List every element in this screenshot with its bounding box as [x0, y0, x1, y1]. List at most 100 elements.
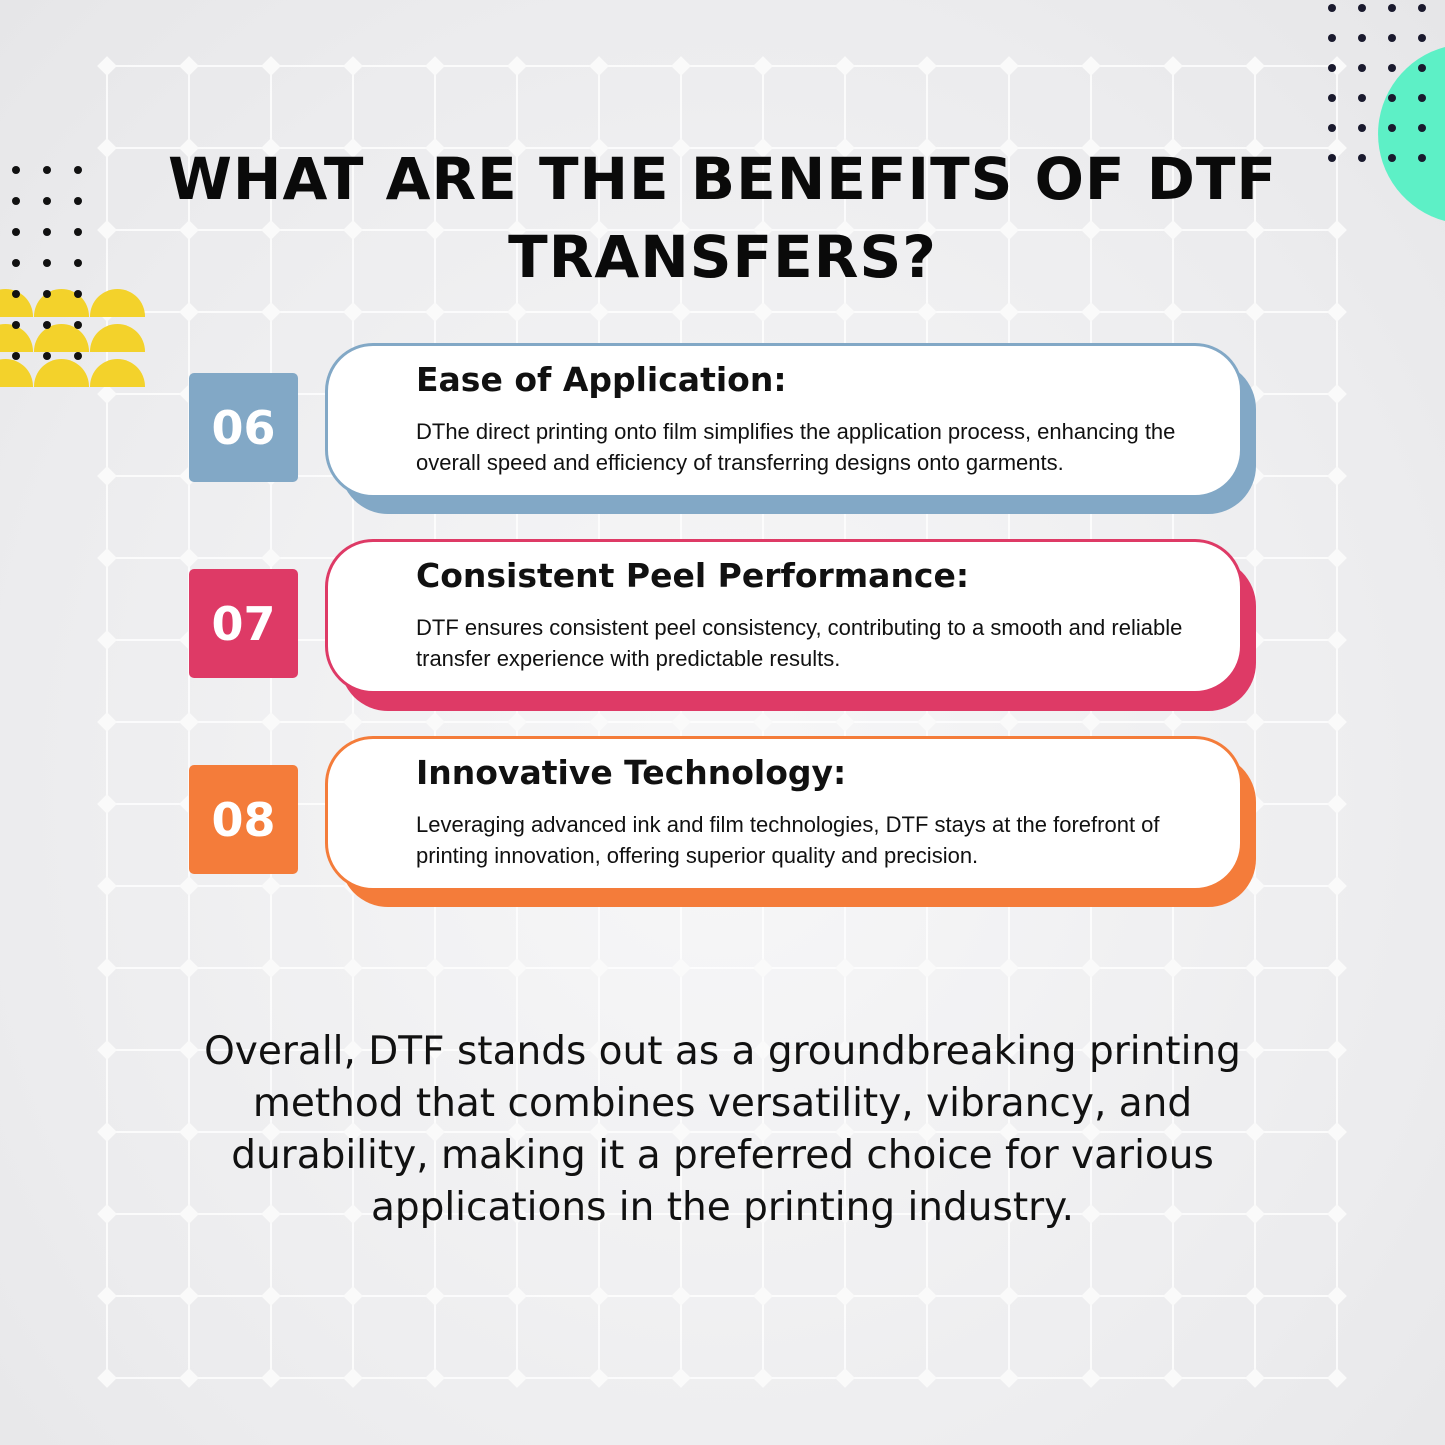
dot-decoration: [12, 352, 20, 360]
grid-diamond: [1081, 1368, 1101, 1388]
grid-diamond: [425, 1040, 445, 1060]
grid-diamond: [1163, 56, 1183, 76]
grid-diamond: [179, 138, 199, 158]
dot-decoration: [43, 352, 51, 360]
grid-diamond: [97, 1122, 117, 1142]
grid-diamond: [835, 1040, 855, 1060]
benefit-heading: Ease of Application:: [416, 360, 787, 399]
dot-decoration: [1358, 154, 1366, 162]
grid-diamond: [97, 794, 117, 814]
grid-diamond: [1245, 1204, 1265, 1224]
grid-diamond: [671, 1204, 691, 1224]
dot-decoration: [12, 228, 20, 236]
grid-diamond: [671, 1368, 691, 1388]
grid-diamond: [261, 712, 281, 732]
grid-diamond: [753, 712, 773, 732]
grid-diamond: [835, 1204, 855, 1224]
grid-diamond: [1081, 1204, 1101, 1224]
grid-diamond: [999, 1040, 1019, 1060]
grid-diamond: [917, 712, 937, 732]
dot-decoration: [1358, 64, 1366, 72]
grid-diamond: [97, 138, 117, 158]
grid-diamond: [835, 712, 855, 732]
grid-diamond: [1327, 1040, 1347, 1060]
grid-diamond: [343, 220, 363, 240]
dot-decoration: [1328, 4, 1336, 12]
dot-decoration: [1388, 4, 1396, 12]
dot-decoration: [12, 166, 20, 174]
grid-diamond: [999, 712, 1019, 732]
grid-diamond: [179, 958, 199, 978]
grid-diamond: [97, 1204, 117, 1224]
grid-diamond: [835, 1122, 855, 1142]
grid-diamond: [261, 1368, 281, 1388]
grid-diamond: [1327, 876, 1347, 896]
dot-decoration: [1418, 64, 1426, 72]
dot-decoration: [74, 228, 82, 236]
grid-diamond: [589, 1286, 609, 1306]
grid-diamond: [179, 1122, 199, 1142]
page-title: WHAT ARE THE BENEFITS OF DTF TRANSFERS?: [167, 145, 1278, 291]
grid-diamond: [261, 56, 281, 76]
grid-diamond: [589, 1040, 609, 1060]
grid-diamond: [835, 302, 855, 322]
dot-decoration: [1418, 124, 1426, 132]
grid-diamond: [1081, 1040, 1101, 1060]
dot-decoration: [1328, 64, 1336, 72]
grid-diamond: [1245, 56, 1265, 76]
grid-diamond: [999, 1204, 1019, 1224]
grid-diamond: [1163, 1204, 1183, 1224]
grid-diamond: [97, 712, 117, 732]
grid-diamond: [1245, 1286, 1265, 1306]
grid-diamond: [999, 958, 1019, 978]
grid-diamond: [1327, 302, 1347, 322]
dot-decoration: [1358, 34, 1366, 42]
summary-text: Overall, DTF stands out as a groundbreak…: [204, 1029, 1241, 1230]
grid-diamond: [1245, 220, 1265, 240]
benefit-card: Innovative Technology: Leveraging advanc…: [325, 736, 1243, 891]
grid-diamond: [261, 548, 281, 568]
mint-circle-decoration: [1378, 47, 1445, 221]
grid-diamond: [589, 1204, 609, 1224]
dot-decoration: [12, 197, 20, 205]
dot-decoration: [1418, 34, 1426, 42]
grid-diamond: [1163, 220, 1183, 240]
dot-decoration: [43, 321, 51, 329]
benefit-text: Leveraging advanced ink and film technol…: [416, 812, 1160, 868]
grid-diamond: [1163, 1368, 1183, 1388]
dot-decoration: [1358, 124, 1366, 132]
grid-diamond: [1245, 138, 1265, 158]
grid-diamond: [1327, 1122, 1347, 1142]
grid-diamond: [1327, 712, 1347, 732]
grid-diamond: [507, 1204, 527, 1224]
grid-diamond: [999, 1286, 1019, 1306]
grid-diamond: [97, 1040, 117, 1060]
grid-diamond: [97, 1286, 117, 1306]
grid-diamond: [999, 302, 1019, 322]
grid-diamond: [671, 712, 691, 732]
grid-diamond: [1327, 1286, 1347, 1306]
grid-diamond: [425, 1122, 445, 1142]
benefit-heading: Innovative Technology:: [416, 753, 847, 792]
grid-diamond: [261, 1122, 281, 1142]
grid-diamond: [917, 56, 937, 76]
dot-decoration: [1418, 4, 1426, 12]
grid-diamond: [1245, 548, 1265, 568]
grid-diamond: [179, 548, 199, 568]
grid-diamond: [343, 712, 363, 732]
grid-diamond: [753, 1368, 773, 1388]
grid-diamond: [97, 630, 117, 650]
dot-decoration: [43, 259, 51, 267]
grid-diamond: [343, 56, 363, 76]
grid-diamond: [753, 958, 773, 978]
grid-diamond: [425, 1368, 445, 1388]
grid-diamond: [999, 1368, 1019, 1388]
benefit-text: DThe direct printing onto film simplifie…: [416, 419, 1176, 475]
grid-diamond: [1245, 958, 1265, 978]
grid-diamond: [507, 1040, 527, 1060]
grid-diamond: [1327, 794, 1347, 814]
grid-diamond: [917, 1204, 937, 1224]
grid-diamond: [1081, 302, 1101, 322]
grid-diamond: [589, 302, 609, 322]
grid-diamond: [261, 876, 281, 896]
